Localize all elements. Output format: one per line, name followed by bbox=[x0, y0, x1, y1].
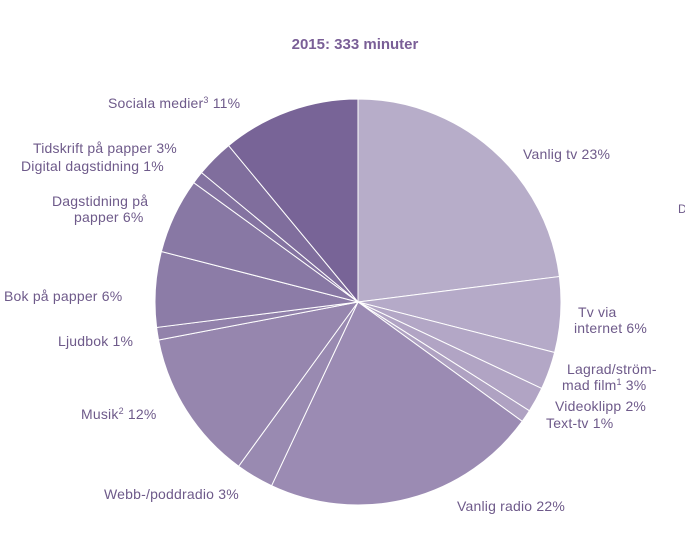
pie-slice-vanlig-tv bbox=[357, 98, 560, 303]
pie-slices bbox=[154, 98, 562, 506]
slice-label-musik: Musik2 12% bbox=[81, 406, 157, 422]
pie-slice-musik bbox=[158, 301, 360, 467]
slice-label-lagrad-strommad-film: Lagrad/ström-mad film1 3% bbox=[562, 361, 657, 393]
chart-title: 2015: 333 minuter bbox=[292, 36, 419, 53]
slice-labels: Vanlig tv 23% Tv via internet 6% Lagrad/str… bbox=[4, 95, 657, 514]
slice-label-sociala-medier: Sociala medier3 11% bbox=[108, 95, 240, 111]
slice-label-tidskrift-pa-papper: Tidskrift på papper 3% bbox=[33, 140, 177, 156]
slice-label-vanlig-radio: Vanlig radio 22% bbox=[457, 498, 565, 514]
edge-text: D bbox=[678, 202, 685, 216]
slice-label-dagstidning-pa-papper: Dagstidning på papper 6% bbox=[52, 193, 148, 225]
slice-label-text-tv: Text-tv 1% bbox=[546, 415, 613, 431]
slice-label-webb-poddradio: Webb-/poddradio 3% bbox=[104, 486, 239, 502]
slice-label-videoklipp: Videoklipp 2% bbox=[555, 398, 646, 414]
slice-label-vanlig-tv: Vanlig tv 23% bbox=[523, 146, 610, 162]
pie-slice-sociala-medier bbox=[227, 98, 359, 304]
slice-label-tv-via-internet: Tv via internet 6% bbox=[574, 304, 647, 336]
slice-label-ljudbok: Ljudbok 1% bbox=[58, 333, 133, 349]
slice-label-digital-dagstidning: Digital dagstidning 1% bbox=[21, 158, 164, 174]
slice-label-bok-pa-papper: Bok på papper 6% bbox=[4, 288, 122, 304]
